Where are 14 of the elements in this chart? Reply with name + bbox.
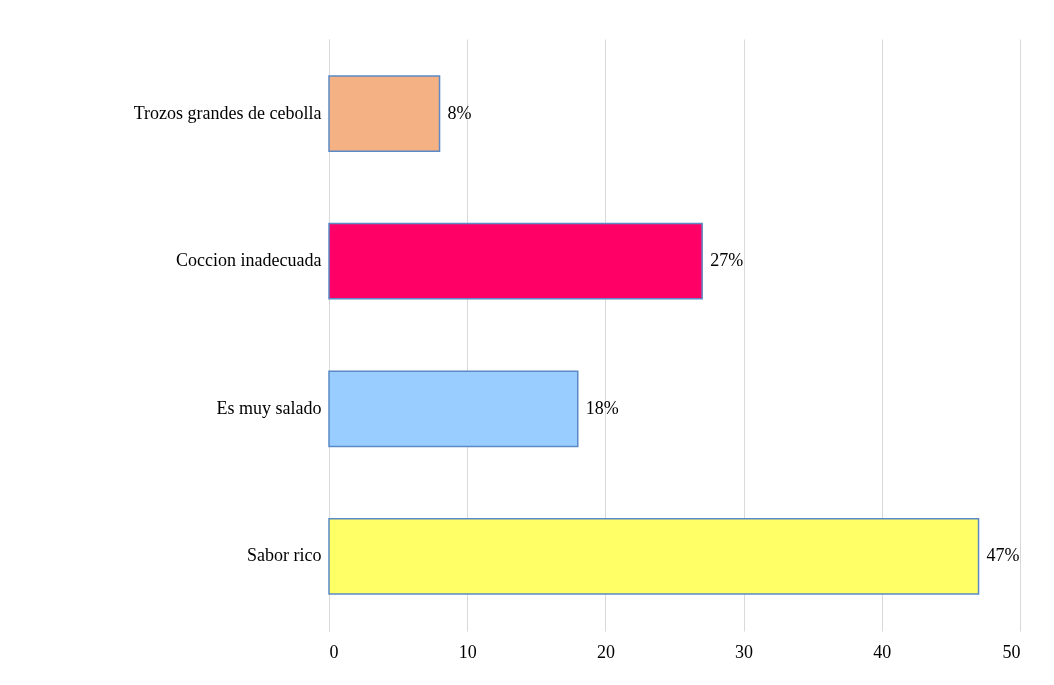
y-tick-label: Es muy salado	[216, 397, 322, 418]
x-tick-label: 50	[1002, 641, 1021, 662]
data-label: 47%	[986, 545, 1020, 566]
data-label: 8%	[447, 102, 472, 123]
y-tick-label: Sabor rico	[247, 545, 322, 566]
x-tick-label: 20	[596, 641, 615, 662]
x-tick-label: 0	[329, 641, 339, 662]
x-tick-label: 30	[735, 641, 754, 662]
x-tick-label: 40	[873, 641, 892, 662]
data-label: 18%	[585, 397, 619, 418]
data-label: 27%	[710, 250, 744, 271]
y-tick-label: Trozos grandes de cebolla	[133, 102, 322, 123]
x-tick-label: 10	[458, 641, 477, 662]
y-tick-label: Coccion inadecuada	[176, 250, 322, 271]
